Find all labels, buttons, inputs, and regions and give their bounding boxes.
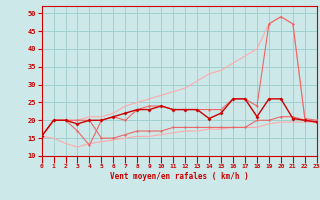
X-axis label: Vent moyen/en rafales ( km/h ): Vent moyen/en rafales ( km/h ): [110, 172, 249, 181]
